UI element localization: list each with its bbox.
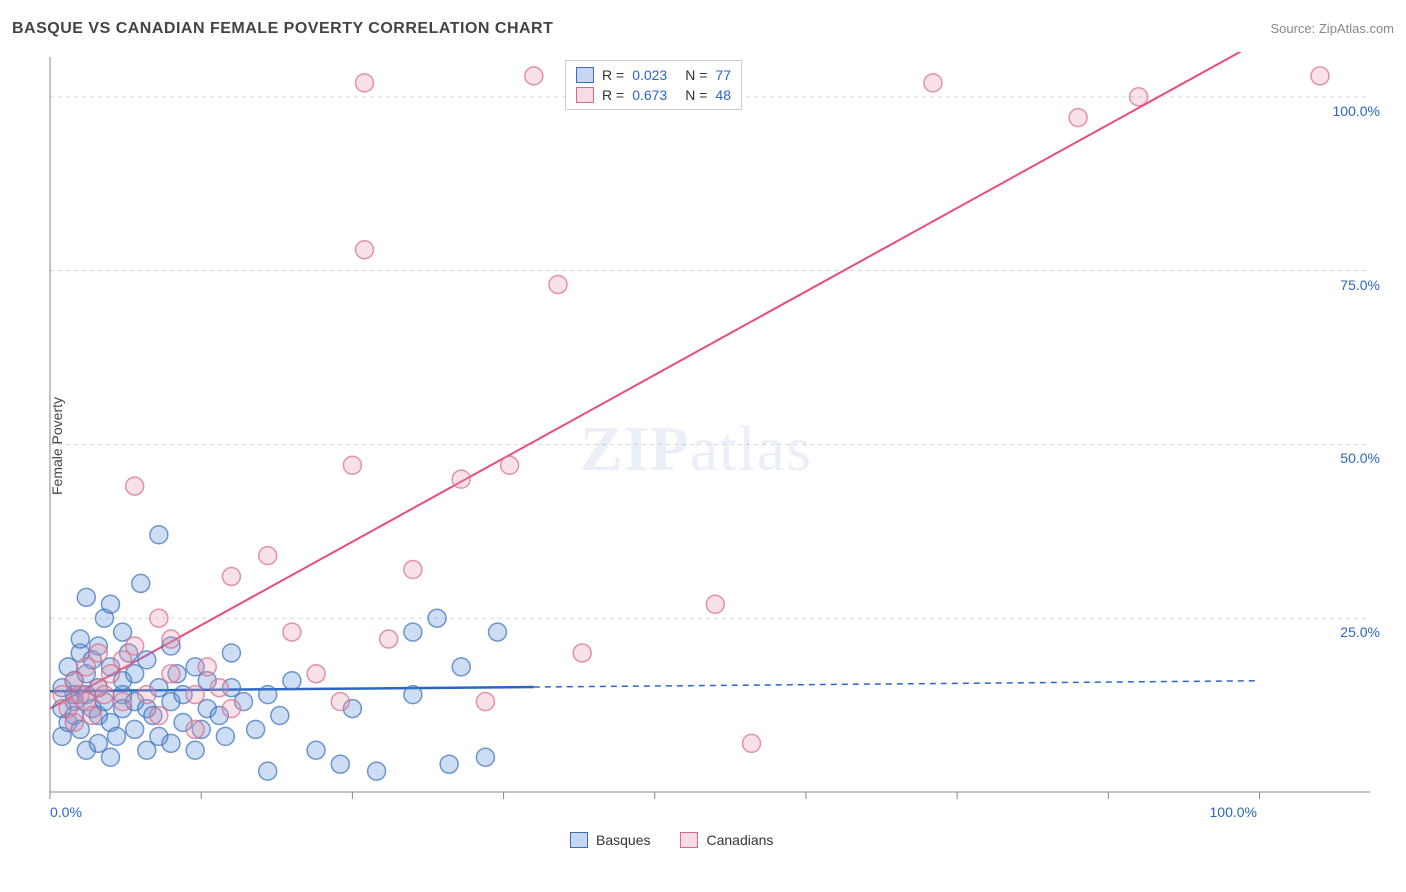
swatch-basques: [576, 67, 594, 83]
x-tick-label: 100.0%: [1210, 804, 1257, 820]
legend-label-canadians: Canadians: [706, 832, 773, 848]
chart-title: BASQUE VS CANADIAN FEMALE POVERTY CORREL…: [12, 20, 553, 38]
x-tick-label: 0.0%: [50, 804, 82, 820]
legend-stats-row-basques: R = 0.023 N = 77: [576, 65, 731, 85]
n-value-canadians: 48: [715, 87, 731, 103]
plot-area: ZIPatlas R = 0.023 N = 77 R = 0.673 N = …: [40, 52, 1380, 822]
legend-stats-row-canadians: R = 0.673 N = 48: [576, 85, 731, 105]
swatch-canadians-bottom: [680, 832, 698, 848]
legend-item-canadians: Canadians: [680, 832, 773, 848]
legend-item-basques: Basques: [570, 832, 650, 848]
y-tick-label: 50.0%: [1340, 450, 1380, 466]
chart-header: BASQUE VS CANADIAN FEMALE POVERTY CORREL…: [12, 20, 1394, 38]
legend-label-basques: Basques: [596, 832, 650, 848]
swatch-canadians: [576, 87, 594, 103]
r-value-canadians: 0.673: [632, 87, 667, 103]
y-tick-label: 75.0%: [1340, 277, 1380, 293]
chart-source: Source: ZipAtlas.com: [1270, 21, 1394, 36]
n-value-basques: 77: [715, 67, 731, 83]
legend-series: Basques Canadians: [570, 832, 773, 848]
y-tick-label: 100.0%: [1333, 103, 1380, 119]
legend-stats: R = 0.023 N = 77 R = 0.673 N = 48: [565, 60, 742, 110]
scatter-chart-svg: [40, 52, 1380, 822]
y-tick-label: 25.0%: [1340, 624, 1380, 640]
r-value-basques: 0.023: [632, 67, 667, 83]
swatch-basques-bottom: [570, 832, 588, 848]
